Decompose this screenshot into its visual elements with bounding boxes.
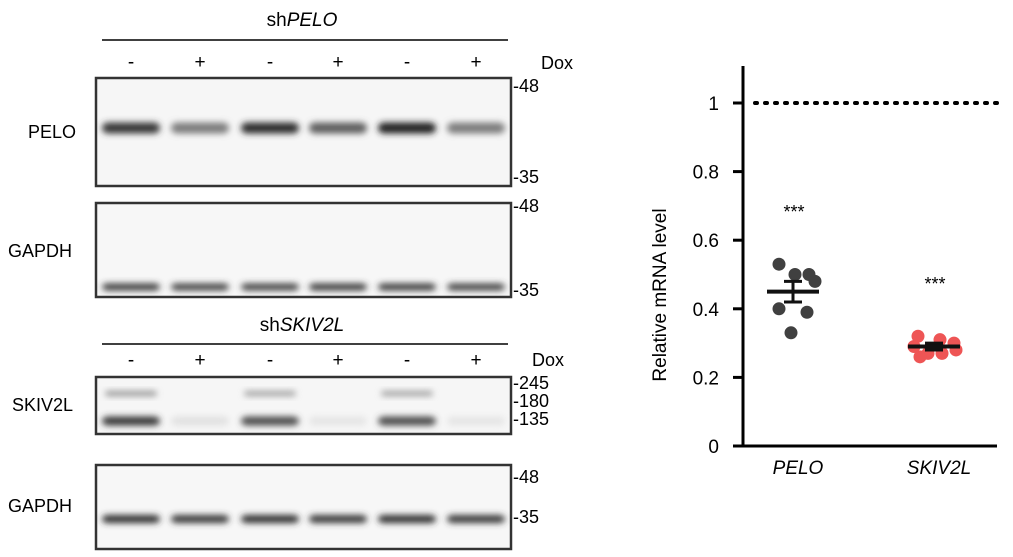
skiv2l-bands [102, 391, 505, 426]
skiv2l-band-lane-2 [171, 416, 229, 426]
blot-bottom-lane-sign-5: - [404, 350, 410, 371]
skiv2l-upper-band-lane-3 [244, 391, 296, 396]
gapdh-top-band-lane-2 [171, 283, 229, 291]
gapdh-bottom-bands [102, 515, 505, 523]
gapdh-top-blot-membrane [94, 201, 513, 299]
chart-y-tick-label-0: 0 [708, 437, 719, 458]
chart-x-tick-label-1: PELO [773, 458, 824, 479]
blot-top-lane-sign-6: + [470, 52, 481, 73]
skiv2l-band-lane-5 [378, 416, 436, 426]
blot-bottom-lane-sign-3: - [267, 350, 273, 371]
chart-y-tick-label-5: 1 [708, 94, 719, 115]
pelo-band-lane-2 [171, 122, 229, 134]
gapdh-bottom-band-lane-5 [378, 515, 436, 523]
skiv2l-marker-135: -135 [513, 409, 549, 429]
chart-point-2-1 [911, 329, 925, 343]
blot-top-lane-sign-4: + [332, 52, 343, 73]
pelo-band-lane-3 [241, 122, 299, 134]
gapdh-bottom-blot-label: GAPDH [8, 496, 72, 516]
blot-top-title: shPELO [267, 10, 338, 31]
skiv2l-marker-245: -245 [513, 373, 549, 393]
blot-top-lane-sign-5: - [404, 52, 410, 73]
pelo-blot-label: PELO [28, 122, 76, 142]
pelo-band-lane-5 [378, 122, 436, 134]
blot-top-lane-sign-3: - [267, 52, 273, 73]
chart-point-1-7 [784, 326, 798, 340]
chart-significance-1: *** [783, 202, 804, 222]
chart-point-1-1 [772, 257, 786, 271]
skiv2l-blot-membrane [94, 375, 513, 436]
gapdh-top-band-lane-1 [102, 283, 160, 291]
gapdh-top-band-lane-6 [447, 283, 505, 291]
blot-top-lane-sign-2: + [194, 52, 205, 73]
gapdh-bottom-band-lane-6 [447, 515, 505, 523]
blot-bottom-lane-sign-1: - [128, 350, 134, 371]
chart-point-1-3 [788, 268, 802, 281]
chart-marks: PELO SKIV2L *** *** [753, 101, 1002, 479]
pelo-band-lane-6 [447, 122, 505, 134]
chart-significance-2: *** [924, 274, 945, 294]
chart-y-axis-label: Relative mRNA level [650, 208, 671, 381]
blot-bottom-lane-sign-6: + [470, 350, 481, 371]
blot-top: shPELO - + - + - + Dox PELO -48 -35 GAPDH -48… [8, 10, 573, 300]
skiv2l-upper-band-lane-1 [105, 391, 157, 396]
gapdh-bottom-band-lane-2 [171, 515, 229, 523]
pelo-band-lane-4 [309, 122, 367, 134]
chart-point-1-4 [808, 274, 822, 288]
gapdh-top-band-lane-3 [241, 283, 299, 291]
blot-top-lane-sign-1: - [128, 52, 134, 73]
blot-top-treatment-label: Dox [541, 53, 573, 73]
gapdh-top-band-lane-4 [309, 283, 367, 291]
blot-top-lane-signs: - + - + - + [128, 52, 482, 73]
chart-y-tick-label-2: 0.4 [693, 300, 720, 321]
blot-bottom: shSKIV2L - + - + - + Dox SKIV2L -245 -180 -13… [8, 315, 564, 551]
blot-bottom-title: shSKIV2L [260, 315, 345, 336]
gapdh-bottom-marker-35: -35 [513, 507, 539, 527]
gapdh-top-marker-48: -48 [513, 196, 539, 216]
skiv2l-marker-180: -180 [513, 391, 549, 411]
chart-y-tick-label-3: 0.6 [693, 231, 719, 252]
gapdh-bottom-marker-48: -48 [513, 467, 539, 487]
skiv2l-band-lane-3 [241, 416, 299, 426]
skiv2l-band-lane-1 [102, 416, 160, 426]
blot-bottom-lane-sign-4: + [332, 350, 343, 371]
chart-point-2-8 [913, 350, 927, 364]
gapdh-bottom-blot-membrane [94, 463, 513, 551]
skiv2l-band-lane-6 [447, 416, 505, 426]
gapdh-top-marker-35: -35 [513, 280, 539, 300]
gapdh-top-band-lane-5 [378, 283, 436, 291]
skiv2l-blot-label: SKIV2L [12, 395, 73, 415]
gapdh-bottom-band-lane-4 [309, 515, 367, 523]
chart-y-ticks: 0 0.2 0.4 0.6 0.8 1 [693, 94, 743, 458]
gapdh-bottom-band-lane-1 [102, 515, 160, 523]
chart-y-tick-label-1: 0.2 [693, 368, 719, 389]
chart-point-1-6 [800, 305, 814, 319]
pelo-marker-48: -48 [513, 76, 539, 96]
pelo-marker-35: -35 [513, 167, 539, 187]
gapdh-top-bands [102, 283, 505, 291]
mrna-chart: Relative mRNA level 0 0.2 0.4 0.6 0.8 1 PELO S… [650, 66, 1002, 479]
chart-x-tick-label-2: SKIV2L [907, 458, 971, 479]
skiv2l-upper-band-lane-5 [381, 391, 433, 396]
blot-bottom-lane-signs: - + - + - + [128, 350, 482, 371]
skiv2l-band-lane-4 [309, 416, 367, 426]
pelo-bands [102, 122, 505, 134]
blot-bottom-lane-sign-2: + [194, 350, 205, 371]
chart-y-tick-label-4: 0.8 [693, 163, 719, 184]
chart-point-1-5 [772, 302, 786, 316]
blot-bottom-treatment-label: Dox [532, 350, 564, 370]
gapdh-top-blot-label: GAPDH [8, 241, 72, 261]
pelo-blot-membrane [94, 76, 513, 188]
pelo-band-lane-1 [102, 122, 160, 134]
gapdh-bottom-band-lane-3 [241, 515, 299, 523]
